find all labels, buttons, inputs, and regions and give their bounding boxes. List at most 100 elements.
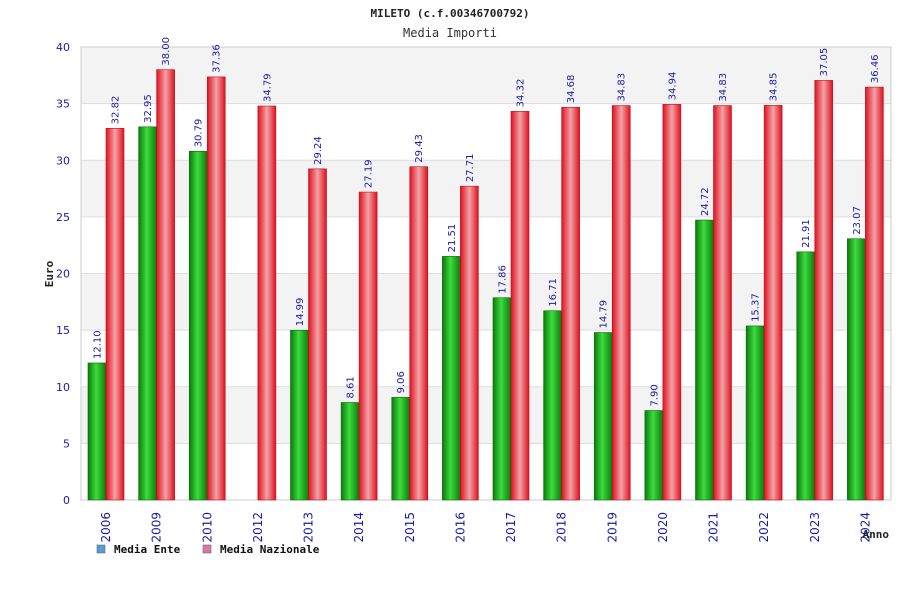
y-tick-label: 20 xyxy=(56,268,70,281)
x-tick-label: 2018 xyxy=(555,512,569,543)
value-label: 23.07 xyxy=(852,206,863,235)
x-axis: 2006 2009 2010 2012 2013 2014 2015 2016 2017 2018… xyxy=(99,512,872,543)
bar-media-nazionale-2009 xyxy=(156,69,175,501)
bar-media-nazionale-2023 xyxy=(814,80,834,501)
value-label: 15.37 xyxy=(751,293,762,322)
x-tick-label: 2019 xyxy=(605,512,619,543)
bar-media-ente-2017 xyxy=(492,297,512,501)
bar-media-nazionale-2015 xyxy=(409,166,429,501)
x-tick-label: 2020 xyxy=(656,512,670,543)
bar-media-nazionale-2021 xyxy=(713,105,732,501)
value-label: 29.24 xyxy=(313,136,324,165)
value-label: 32.95 xyxy=(143,94,154,123)
bar-media-nazionale-2010 xyxy=(206,76,226,501)
y-axis: 0 5 10 15 20 25 30 35 40 xyxy=(56,41,70,507)
value-label: 37.05 xyxy=(819,48,830,77)
value-label: 34.94 xyxy=(667,72,678,101)
value-label: 12.10 xyxy=(93,330,104,359)
value-label: 7.90 xyxy=(649,384,660,406)
bar-media-ente-2020 xyxy=(644,410,664,501)
value-label: 36.46 xyxy=(870,54,881,83)
bar-media-ente-2014 xyxy=(340,402,360,501)
x-tick-label: 2024 xyxy=(858,512,872,543)
value-label: 27.19 xyxy=(364,159,375,188)
bar-media-nazionale-2022 xyxy=(763,105,783,501)
bar-media-ente-2015 xyxy=(391,397,411,501)
legend-label-media-nazionale: Media Nazionale xyxy=(220,543,320,556)
bar-media-nazionale-2020 xyxy=(662,104,682,501)
x-tick-label: 2022 xyxy=(757,512,771,543)
legend: Media Ente Media Nazionale xyxy=(96,543,320,556)
bar-media-ente-2006 xyxy=(87,362,107,501)
x-tick-label: 2010 xyxy=(200,512,214,543)
bar-media-nazionale-2019 xyxy=(611,105,631,501)
value-label: 24.72 xyxy=(700,187,711,216)
bar-media-nazionale-2017 xyxy=(510,111,530,501)
bar-media-nazionale-2006 xyxy=(105,128,125,501)
x-tick-label: 2006 xyxy=(99,512,113,543)
bar-media-ente-2018 xyxy=(543,310,562,501)
chart-subtitle: Media Importi xyxy=(403,26,497,40)
x-tick-label: 2016 xyxy=(453,512,467,543)
value-label: 34.83 xyxy=(617,73,628,102)
y-axis-title: Euro xyxy=(43,260,56,287)
y-tick-label: 15 xyxy=(56,324,70,337)
value-labels: 12.10 32.82 32.95 38.00 30.79 37.36 34.79 14.99… xyxy=(93,37,881,407)
bar-media-ente-2021 xyxy=(695,219,714,501)
value-label: 27.71 xyxy=(465,154,476,183)
x-tick-label: 2009 xyxy=(150,512,164,543)
bar-media-ente-2010 xyxy=(188,151,208,501)
bars xyxy=(87,69,884,501)
bar-media-nazionale-2014 xyxy=(358,191,378,501)
bar-media-ente-2019 xyxy=(593,332,613,501)
y-tick-label: 5 xyxy=(63,437,70,450)
x-tick-label: 2017 xyxy=(504,512,518,543)
value-label: 17.86 xyxy=(498,265,509,294)
y-tick-label: 35 xyxy=(56,98,70,111)
value-label: 32.82 xyxy=(111,96,122,125)
value-label: 37.36 xyxy=(212,44,223,73)
legend-label-media-ente: Media Ente xyxy=(114,543,181,556)
x-tick-label: 2014 xyxy=(352,512,366,543)
bar-media-nazionale-2012 xyxy=(257,105,277,501)
value-label: 21.91 xyxy=(801,219,812,248)
value-label: 8.61 xyxy=(346,376,357,398)
legend-swatch-media-nazionale xyxy=(202,544,212,554)
x-tick-label: 2021 xyxy=(707,512,721,543)
legend-swatch-media-ente xyxy=(96,544,106,554)
bar-media-ente-2016 xyxy=(442,256,461,501)
bar-media-nazionale-2016 xyxy=(460,185,479,501)
y-tick-label: 40 xyxy=(56,41,70,54)
value-label: 14.99 xyxy=(295,298,306,327)
value-label: 38.00 xyxy=(161,37,172,66)
plot-frame xyxy=(80,46,892,501)
value-label: 30.79 xyxy=(194,119,205,148)
value-label: 34.32 xyxy=(516,79,527,108)
value-label: 34.79 xyxy=(262,73,273,102)
value-label: 34.83 xyxy=(718,73,729,102)
value-label: 9.06 xyxy=(396,371,407,393)
value-label: 14.79 xyxy=(599,300,610,329)
chart-title: MILETO (c.f.00346700792) xyxy=(371,7,530,20)
value-label: 34.68 xyxy=(566,75,577,104)
x-tick-label: 2015 xyxy=(403,512,417,543)
bar-media-ente-2023 xyxy=(796,251,816,501)
x-tick-label: 2023 xyxy=(808,512,822,543)
value-label: 34.85 xyxy=(769,73,780,102)
x-axis-title: Anno xyxy=(863,528,890,541)
bar-media-ente-2009 xyxy=(138,126,157,501)
value-label: 29.43 xyxy=(414,134,425,163)
bar-media-nazionale-2018 xyxy=(561,106,580,501)
y-tick-label: 25 xyxy=(56,211,70,224)
bar-media-ente-2024 xyxy=(847,238,866,501)
bar-media-ente-2022 xyxy=(745,325,765,501)
value-label: 21.51 xyxy=(447,224,458,253)
y-tick-label: 30 xyxy=(56,154,70,167)
bar-media-nazionale-2013 xyxy=(308,168,327,501)
y-tick-label: 10 xyxy=(56,381,70,394)
y-tick-label: 0 xyxy=(63,494,70,507)
x-tick-label: 2013 xyxy=(302,512,316,543)
value-label: 16.71 xyxy=(548,278,559,307)
x-tick-label: 2012 xyxy=(251,512,265,543)
